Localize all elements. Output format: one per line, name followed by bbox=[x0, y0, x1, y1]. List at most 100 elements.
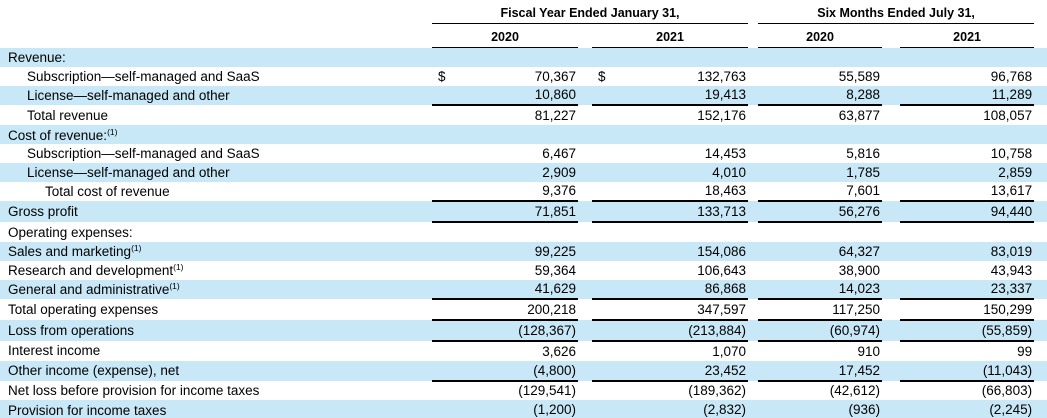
dollar-sign-cell bbox=[758, 125, 783, 144]
column-gap bbox=[882, 125, 901, 144]
footnote-marker: (1) bbox=[131, 243, 142, 254]
row-label-text: Operating expenses: bbox=[8, 224, 133, 240]
column-gap bbox=[882, 400, 901, 418]
column-gap bbox=[578, 241, 592, 261]
dollar-sign-cell bbox=[432, 181, 458, 203]
row-pad bbox=[1034, 85, 1047, 106]
value-cell: 41,629 bbox=[458, 279, 578, 301]
dollar-sign-cell bbox=[900, 85, 927, 107]
column-gap bbox=[882, 320, 901, 341]
dollar-sign-cell bbox=[758, 47, 783, 67]
value-cell: 13,617 bbox=[926, 181, 1035, 203]
value-cell: 10,758 bbox=[990, 145, 1033, 161]
column-gap bbox=[578, 85, 592, 106]
value-cell: 43,943 bbox=[990, 262, 1033, 278]
group-gap bbox=[748, 0, 758, 24]
row-label: Gross profit bbox=[0, 201, 432, 223]
dollar-sign-cell bbox=[432, 241, 458, 261]
value-cell: 347,597 bbox=[618, 299, 749, 322]
value-cell bbox=[926, 125, 1035, 144]
value-cell: 106,643 bbox=[697, 262, 747, 278]
dollar-sign-cell bbox=[432, 279, 458, 301]
value-cell: 150,299 bbox=[926, 299, 1035, 322]
row-label: Other income (expense), net bbox=[0, 360, 432, 381]
dollar-sign-cell bbox=[758, 299, 783, 322]
row-label-text: Total cost of revenue bbox=[45, 183, 170, 199]
row-label-text: General and administrative bbox=[8, 282, 170, 298]
row-pad bbox=[1034, 360, 1047, 381]
dollar-sign-cell bbox=[592, 381, 618, 401]
row-label-text: Total operating expenses bbox=[8, 302, 159, 318]
column-gap bbox=[748, 241, 759, 261]
table-row: Total cost of revenue 9,376 18,463 7,601 13,… bbox=[0, 181, 1047, 203]
value-cell: 18,463 bbox=[618, 181, 749, 203]
dollar-sign-cell bbox=[432, 144, 458, 163]
value-cell: (55,859) bbox=[926, 320, 1035, 342]
table-row: Other income (expense), net (4,800) 23,452… bbox=[0, 360, 1047, 382]
column-group-six-months: Six Months Ended July 31, bbox=[758, 0, 1035, 24]
column-gap bbox=[748, 341, 758, 361]
value-cell: (128,367) bbox=[458, 320, 578, 342]
header-pad bbox=[1034, 24, 1047, 48]
row-pad bbox=[1034, 125, 1047, 144]
column-gap bbox=[748, 144, 758, 163]
dollar-sign-cell bbox=[900, 201, 927, 224]
dollar-sign-cell bbox=[758, 85, 783, 107]
value-cell: (129,541) bbox=[518, 383, 576, 399]
column-gap bbox=[578, 24, 592, 48]
column-gap bbox=[748, 105, 758, 125]
header-group-row: Fiscal Year Ended January 31, Six Months… bbox=[0, 0, 1047, 24]
table-row: Interest income 3,626 1,070 910 99 bbox=[0, 341, 1047, 361]
dollar-sign-cell bbox=[758, 181, 783, 203]
column-gap bbox=[578, 279, 592, 300]
column-gap bbox=[578, 261, 592, 280]
dollar-sign-cell bbox=[758, 144, 782, 163]
value-cell: 83,019 bbox=[926, 241, 1035, 261]
column-gap bbox=[578, 105, 592, 125]
column-gap bbox=[748, 222, 758, 242]
dollar-sign-cell bbox=[592, 85, 618, 107]
value-cell bbox=[782, 125, 883, 144]
value-cell: 55,589 bbox=[838, 68, 881, 84]
value-cell: 81,227 bbox=[534, 108, 576, 124]
dollar-sign-cell bbox=[592, 162, 618, 182]
row-label: Interest income bbox=[0, 341, 432, 361]
column-gap bbox=[578, 67, 592, 86]
dollar-sign-cell bbox=[900, 320, 927, 342]
row-pad bbox=[1034, 341, 1047, 361]
dollar-sign-cell bbox=[592, 299, 618, 322]
value-cell: 108,057 bbox=[983, 108, 1033, 124]
column-header-sm2020: 2020 bbox=[758, 23, 883, 48]
value-cell: 6,467 bbox=[542, 145, 576, 161]
value-cell: 152,176 bbox=[697, 108, 747, 124]
value-cell: 59,364 bbox=[534, 262, 576, 278]
dollar-sign-cell bbox=[432, 201, 458, 224]
value-cell: 2,859 bbox=[926, 162, 1035, 182]
header-year-row: 2020 2021 2020 2021 bbox=[0, 23, 1047, 48]
row-label-text: Provision for income taxes bbox=[8, 402, 167, 418]
row-pad bbox=[1034, 201, 1047, 223]
column-gap bbox=[578, 400, 592, 418]
dollar-sign-cell bbox=[592, 222, 618, 242]
value-cell bbox=[618, 125, 749, 144]
table-row: Subscription—self-managed and SaaS 6,467 1… bbox=[0, 144, 1047, 163]
value-cell: 64,327 bbox=[782, 241, 883, 261]
value-cell bbox=[782, 47, 883, 67]
dollar-sign-cell bbox=[900, 105, 926, 125]
column-gap bbox=[748, 182, 758, 202]
row-label-text: Loss from operations bbox=[8, 323, 135, 339]
dollar-sign-cell bbox=[592, 341, 618, 361]
row-pad bbox=[1034, 299, 1047, 320]
value-cell: 10,860 bbox=[458, 85, 578, 107]
column-gap bbox=[748, 162, 759, 182]
column-gap bbox=[882, 222, 900, 242]
dollar-sign-cell bbox=[900, 381, 926, 401]
row-label: Provision for income taxes bbox=[0, 400, 432, 418]
dollar-sign-cell bbox=[758, 320, 783, 342]
value-cell: 14,023 bbox=[782, 279, 883, 301]
table-row: License—self-managed and other 2,909 4,010… bbox=[0, 162, 1047, 182]
value-cell: 17,452 bbox=[782, 360, 883, 382]
dollar-sign-cell bbox=[592, 360, 618, 382]
row-label-text: License—self-managed and other bbox=[27, 164, 230, 180]
